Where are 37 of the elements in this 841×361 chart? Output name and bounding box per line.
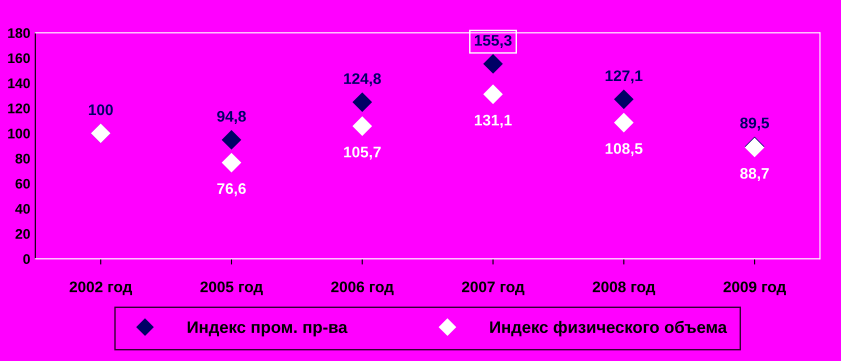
x-tick-label: 2006 год [331, 281, 394, 296]
data-label: 94,8 [217, 110, 246, 124]
point [614, 90, 634, 109]
y-tick-label: 160 [8, 53, 30, 64]
y-tick-label: 120 [8, 104, 30, 114]
point [352, 116, 372, 136]
x-tick-label: 2009 год [724, 281, 786, 296]
data-label: 155,3 [474, 34, 512, 48]
point [352, 92, 372, 112]
x-tick-label: 2007 год [462, 281, 524, 296]
y-tick-label: 180 [8, 28, 30, 38]
data-label: 76,6 [217, 183, 246, 196]
data-label: 131,1 [474, 114, 512, 128]
point [222, 153, 242, 172]
legend-label: Индекс пром. пр-ва [188, 321, 348, 336]
y-tick-label: 60 [16, 178, 30, 189]
point [484, 54, 503, 74]
data-label: 88,7 [740, 168, 769, 181]
x-tick-label: 2008 год [592, 281, 656, 296]
y-tick-label: 140 [8, 78, 30, 88]
x-tick-label: 2005 год [200, 281, 263, 296]
data-label: 100 [88, 104, 113, 116]
point [484, 84, 503, 104]
data-label: 105,7 [344, 146, 381, 160]
point [614, 113, 634, 132]
data-label: 127,1 [606, 70, 643, 84]
y-tick-label: 100 [8, 128, 30, 138]
point [222, 130, 242, 150]
y-tick-label: 80 [15, 154, 30, 164]
data-label: 108,5 [606, 143, 643, 156]
x-tick-label: 2002 год [70, 281, 132, 296]
y-tick-label: 0 [23, 254, 30, 264]
y-tick-label: 20 [15, 229, 30, 239]
legend-label: Индекс физического объема [490, 320, 728, 336]
data-label: 124,8 [344, 73, 381, 86]
data-label: 89,5 [740, 118, 770, 131]
y-tick-label: 40 [15, 204, 30, 214]
